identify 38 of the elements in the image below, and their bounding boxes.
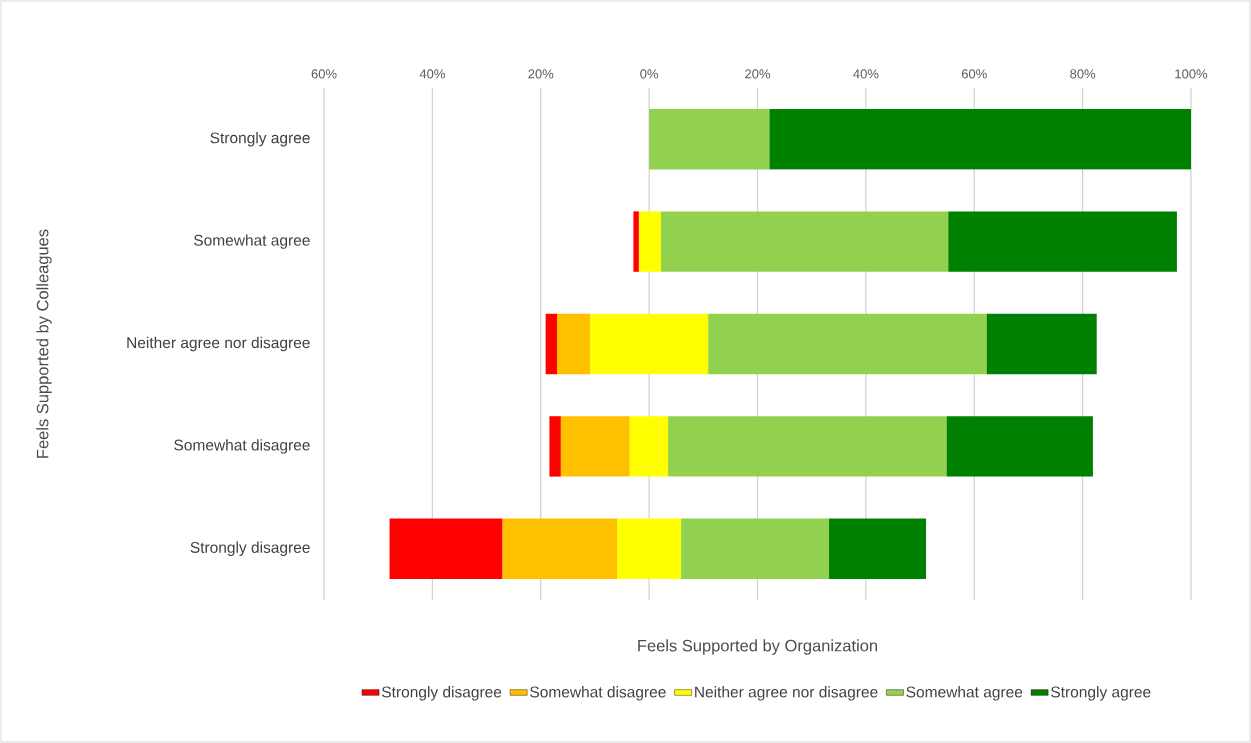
bar: [681, 518, 830, 579]
y-axis-title: Feels Supported by Colleagues: [36, 229, 52, 458]
legend-label: Somewhat agree: [906, 686, 1023, 701]
bar: [661, 211, 949, 272]
y-tick-label: Neither agree nor disagree: [127, 336, 310, 352]
x-tick-label: 20%: [745, 69, 771, 79]
x-tick-label: 60%: [311, 69, 337, 79]
x-tick-label: 20%: [528, 69, 554, 79]
legend-label: Somewhat disagree: [530, 686, 666, 701]
bar: [668, 416, 947, 477]
bar: [649, 108, 770, 170]
x-tick-label: 0%: [640, 69, 659, 79]
bar: [502, 518, 618, 579]
bar: [560, 416, 630, 477]
y-tick-label: Strongly disagree: [190, 541, 310, 557]
bar: [829, 518, 927, 579]
x-tick-label: 80%: [1070, 69, 1096, 79]
bar: [545, 313, 558, 375]
bar: [946, 416, 1093, 477]
bar: [948, 211, 1177, 272]
legend-label: Strongly agree: [1051, 686, 1151, 701]
y-tick-label: Strongly agree: [210, 131, 310, 147]
y-tick-label: Somewhat agree: [194, 234, 310, 249]
x-tick-label: 60%: [961, 69, 987, 79]
bar: [549, 416, 561, 477]
bar: [633, 211, 639, 272]
bar: [389, 518, 503, 579]
x-axis-title: Feels Supported by Organization: [638, 639, 877, 655]
bar: [708, 313, 987, 375]
bar: [986, 313, 1097, 375]
x-tick-label: 40%: [853, 69, 879, 79]
legend-label: Neither agree nor disagree: [695, 686, 878, 701]
legend-label: Strongly disagree: [382, 686, 502, 701]
x-tick-label: 40%: [419, 69, 445, 79]
y-tick-label: Somewhat disagree: [174, 439, 310, 454]
bar: [769, 108, 1191, 170]
x-tick-label: 100%: [1175, 69, 1208, 79]
bar: [557, 313, 591, 375]
